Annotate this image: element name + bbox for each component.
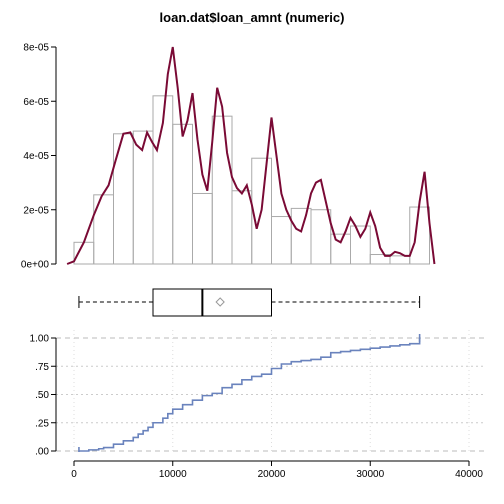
histogram-bar bbox=[93, 194, 114, 265]
histogram-bar bbox=[409, 206, 430, 265]
ecdf-y-tick-label: .00 bbox=[35, 447, 49, 458]
histogram-bar bbox=[251, 157, 272, 265]
histogram-bar bbox=[330, 233, 351, 265]
ecdf-y-tick-label: .75 bbox=[35, 362, 49, 373]
histogram-y-tick-label: 6e-05 bbox=[23, 97, 49, 108]
histogram-bar bbox=[211, 115, 233, 265]
x-tick-label: 20000 bbox=[258, 469, 286, 480]
x-tick-label: 10000 bbox=[159, 469, 187, 480]
x-tick-label: 40000 bbox=[455, 469, 483, 480]
histogram-bar bbox=[350, 225, 371, 265]
interquartile-box bbox=[152, 288, 272, 317]
mean-marker bbox=[215, 297, 225, 307]
histogram-bar bbox=[73, 241, 95, 265]
histogram-bar bbox=[231, 190, 253, 265]
chart-title: loan.dat$loan_amnt (numeric) bbox=[160, 10, 345, 25]
ecdf-y-tick-label: .50 bbox=[35, 390, 49, 401]
histogram-bar bbox=[310, 209, 332, 265]
boxplot-panel bbox=[78, 288, 421, 317]
ecdf-y-tick-label: 1.00 bbox=[30, 334, 50, 345]
histogram-y-tick-label: 2e-05 bbox=[23, 205, 49, 216]
ecdf-y-tick-label: .25 bbox=[35, 418, 49, 429]
histogram-bar bbox=[113, 133, 134, 265]
ecdf-step-line bbox=[78, 338, 421, 452]
histogram-bar bbox=[271, 216, 292, 265]
histogram-bar bbox=[132, 130, 154, 265]
histogram-bar bbox=[192, 192, 213, 265]
x-tick-label: 30000 bbox=[356, 469, 384, 480]
histogram-y-tick-label: 4e-05 bbox=[23, 151, 49, 162]
histogram-panel: 0e+00 2e-05 4e-05 6e-05 8e-05 bbox=[21, 43, 436, 271]
x-tick-label: 0 bbox=[71, 469, 77, 480]
histogram-bar bbox=[389, 255, 411, 265]
density-curve bbox=[66, 46, 436, 265]
histogram-bar bbox=[290, 207, 312, 265]
ecdf-panel: .00 .25 .50 .75 1.00 0 10000 20000 30000 40000 bbox=[30, 330, 484, 480]
histogram-y-tick-label: 8e-05 bbox=[23, 43, 49, 54]
histogram-y-tick-label: 0e+00 bbox=[21, 260, 50, 271]
histogram-bar bbox=[172, 123, 193, 265]
